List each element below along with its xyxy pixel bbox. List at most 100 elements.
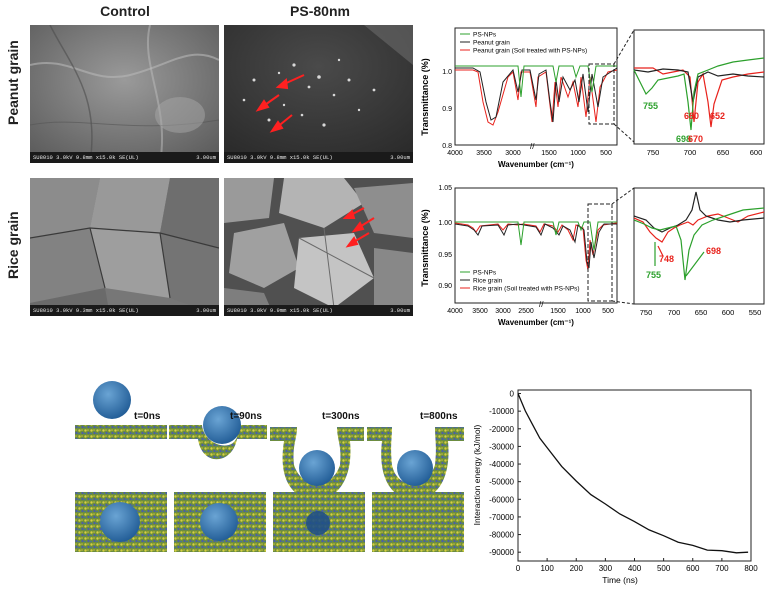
zoom-peak-labels: 755 698 680 670 652: [643, 101, 725, 144]
zoom-connector: [611, 187, 635, 205]
xtick: 750: [647, 148, 660, 157]
zoom-grain-line: [633, 68, 765, 103]
sem-image-peanut-control: SU8010 3.0kV 9.8mm x15.0k SE(UL) 3.00um: [30, 25, 219, 163]
membrane-0: [75, 425, 167, 439]
zoom-connector: [613, 29, 635, 65]
sem-footer: SU8010 3.0kV 9.9mm x15.0k SE(UL): [224, 305, 413, 316]
chart-xlabel: Time (ns): [602, 575, 638, 585]
y-tick-label: -50000: [489, 478, 514, 487]
xtick: 650: [695, 308, 708, 317]
ftir-peanut-zoom-box: [588, 63, 615, 125]
x-tick-label: 100: [540, 564, 554, 573]
sem-footer: SU8010 3.0kV 9.3mm x15.0k SE(UL): [30, 305, 219, 316]
ftir-rice-frame: [454, 187, 618, 304]
chart-frame: [517, 389, 752, 562]
peak-label: 670: [688, 134, 703, 144]
zoom-ps-line: [633, 57, 765, 131]
x-tick-label: 0: [516, 564, 521, 573]
time-label: t=90ns: [230, 411, 262, 422]
zoom-ps-line: [633, 207, 765, 281]
nanoparticle-top: [306, 511, 330, 535]
ftir-peanut-zoom-frame: [633, 29, 765, 145]
y-tick-label: -70000: [489, 513, 514, 522]
sem-footer: SU8010 3.0kV 9.8mm x15.0k SE(UL): [224, 152, 413, 163]
peak-label: 755: [643, 101, 658, 111]
xtick: 3000: [495, 308, 511, 315]
y-tick-label: -90000: [489, 548, 514, 557]
x-tick-label: 200: [570, 564, 584, 573]
peak-label: 698: [706, 246, 721, 256]
ftir-rice-zoom-box: [587, 203, 613, 302]
xtick: 4000: [447, 150, 463, 157]
ytick: 0.8: [442, 143, 452, 150]
ftir-rice-xticks: 4000 3500 3000 2500 1500 1000 500: [447, 308, 614, 315]
ytick: 1.0: [442, 69, 452, 76]
nanoparticle-top: [200, 503, 238, 541]
y-tick-label: -60000: [489, 495, 514, 504]
xtick: 3500: [476, 150, 492, 157]
y-tick-label: -10000: [489, 407, 514, 416]
legend-ps: PS-NPs: [473, 270, 497, 277]
sem-texture: [224, 178, 413, 316]
y-tick-label: -30000: [489, 442, 514, 451]
header-control: Control: [100, 3, 150, 19]
y-tick-label: -80000: [489, 531, 514, 540]
interaction-energy-chart: 0 -10000 -20000 -30000 -40000 -50000 -60000 -70…: [472, 389, 758, 585]
peak-label: 680: [684, 111, 699, 121]
sem-scale: 3.00um: [196, 154, 216, 161]
chart-xticks: 0 100 200 300 400 500 600 700 800: [516, 558, 758, 573]
xtick: 600: [750, 148, 763, 157]
x-tick-label: 300: [599, 564, 613, 573]
time-label: t=800ns: [420, 411, 458, 422]
chart-series-line: [517, 393, 749, 554]
ftir-peanut-yticks: 1.0 0.9 0.8: [442, 69, 452, 150]
zoom-peak-labels: 755 748 698: [646, 246, 721, 280]
nanoparticle: [93, 381, 131, 419]
y-tick-label: 0: [510, 390, 515, 399]
ftir-peanut-legend: PS-NPs Peanut grain Peanut grain (Soil t…: [460, 32, 587, 55]
peak-label: 748: [659, 254, 674, 264]
xtick: 3000: [505, 150, 521, 157]
nanoparticle: [203, 406, 241, 444]
xtick: 4000: [447, 308, 463, 315]
row-label-peanut-text: Peanut grain: [5, 40, 21, 125]
x-tick-label: 700: [715, 564, 729, 573]
zoom-treated-line: [633, 211, 765, 243]
sem-image-peanut-ps: SU8010 3.0kV 9.8mm x15.0k SE(UL) 3.00um: [224, 25, 413, 163]
ftir-rice-ps-line: [455, 221, 617, 251]
row-label-rice-text: Rice grain: [5, 211, 21, 279]
zoom-connector: [613, 123, 635, 143]
xtick: 1500: [541, 150, 557, 157]
ytick: 0.95: [438, 252, 452, 259]
ftir-peanut-xticks: 4000 3500 3000 1500 1000 500: [447, 150, 612, 157]
membrane-300: [270, 427, 364, 500]
xtick: 600: [722, 308, 735, 317]
md-time-labels: t=0ns t=90ns t=300ns t=800ns: [134, 411, 458, 422]
time-label: t=300ns: [322, 411, 360, 422]
ftir-rice-figure: Transmittance (%) 1.05 1.00 0.95 0.90 40…: [420, 185, 765, 327]
chart-ylabel: Interaction energy (kJ/mol): [472, 425, 482, 526]
zoom-grain-line: [633, 191, 765, 233]
ytick: 0.90: [438, 283, 452, 290]
header-ps-80nm: PS-80nm: [290, 3, 350, 19]
sem-scale: 3.00um: [196, 307, 216, 314]
sem-image-rice-control: SU8010 3.0kV 9.3mm x15.0k SE(UL) 3.00um: [30, 178, 219, 316]
legend-treated: Rice grain (Soil treated with PS-NPs): [473, 286, 580, 293]
xtick: 650: [717, 148, 730, 157]
sem-footer: SU8010 3.0kV 9.8mm x15.0k SE(UL): [30, 152, 219, 163]
xtick: 550: [749, 308, 762, 317]
peak-label: 698: [676, 134, 691, 144]
xtick: 750: [640, 308, 653, 317]
ytick: 1.00: [438, 220, 452, 227]
ftir-peanut-ps-line: [455, 65, 617, 98]
ytick: 1.05: [438, 185, 452, 192]
x-tick-label: 600: [686, 564, 700, 573]
xtick: 2500: [518, 308, 534, 315]
legend-treated: Peanut grain (Soil treated with PS-NPs): [473, 48, 587, 55]
y-tick-label: -20000: [489, 425, 514, 434]
sem-texture: [224, 25, 413, 163]
md-simulation-panel: t=0ns t=90ns t=300ns t=800ns: [75, 381, 464, 552]
xtick: 500: [600, 150, 612, 157]
ftir-rice-xlabel: Wavenumber (cm⁻¹): [498, 318, 574, 327]
xtick: 1000: [570, 150, 586, 157]
